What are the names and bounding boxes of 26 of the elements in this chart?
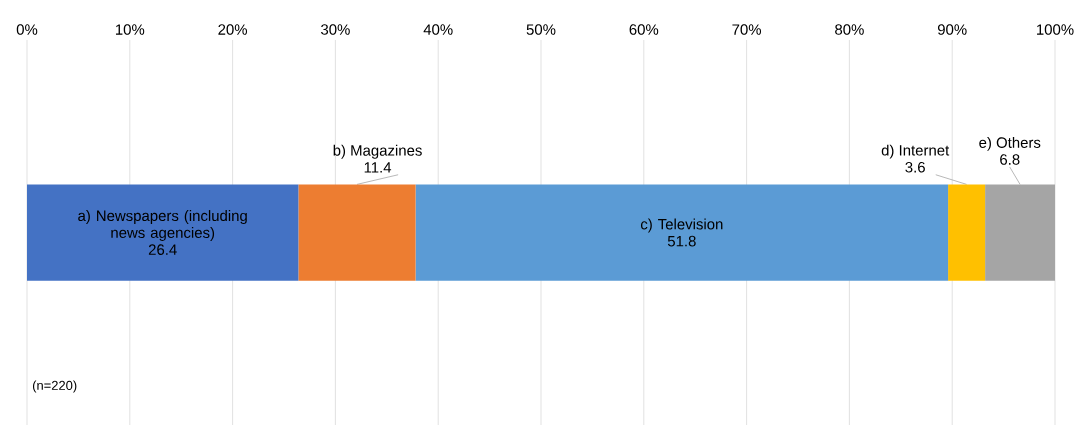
x-tick-label: 40% bbox=[423, 24, 453, 35]
series-label: b) Magazines bbox=[333, 144, 422, 159]
x-tick-label: 10% bbox=[115, 24, 145, 35]
x-tick-label: 80% bbox=[835, 24, 864, 35]
bar bbox=[298, 184, 416, 281]
x-tick-label: 20% bbox=[218, 24, 248, 35]
series-label: d) Internet bbox=[881, 144, 950, 159]
series-label: c) Television bbox=[640, 218, 723, 233]
x-tick-label: 0% bbox=[16, 24, 38, 35]
data-label: 26.4 bbox=[148, 244, 177, 255]
data-label: 3.6 bbox=[905, 161, 925, 173]
text: e) Others bbox=[979, 136, 1041, 151]
data-label: 6.8 bbox=[1000, 154, 1020, 165]
x-tick-label: 70% bbox=[732, 24, 762, 35]
x-tick-label: 100% bbox=[1037, 24, 1074, 35]
bar bbox=[415, 184, 949, 281]
annotation: (n=220) bbox=[32, 380, 77, 393]
x-tick-label: 90% bbox=[937, 24, 967, 35]
x-tick-label: 50% bbox=[526, 24, 556, 35]
bar bbox=[27, 184, 299, 281]
x-tick-label: 30% bbox=[321, 24, 350, 35]
x-tick-label: 60% bbox=[629, 24, 659, 35]
bar bbox=[948, 184, 986, 281]
series-label: a) Newspapers (including news agencies) bbox=[78, 210, 247, 241]
data-label: 11.4 bbox=[364, 162, 392, 173]
data-label: 51.8 bbox=[667, 235, 696, 247]
